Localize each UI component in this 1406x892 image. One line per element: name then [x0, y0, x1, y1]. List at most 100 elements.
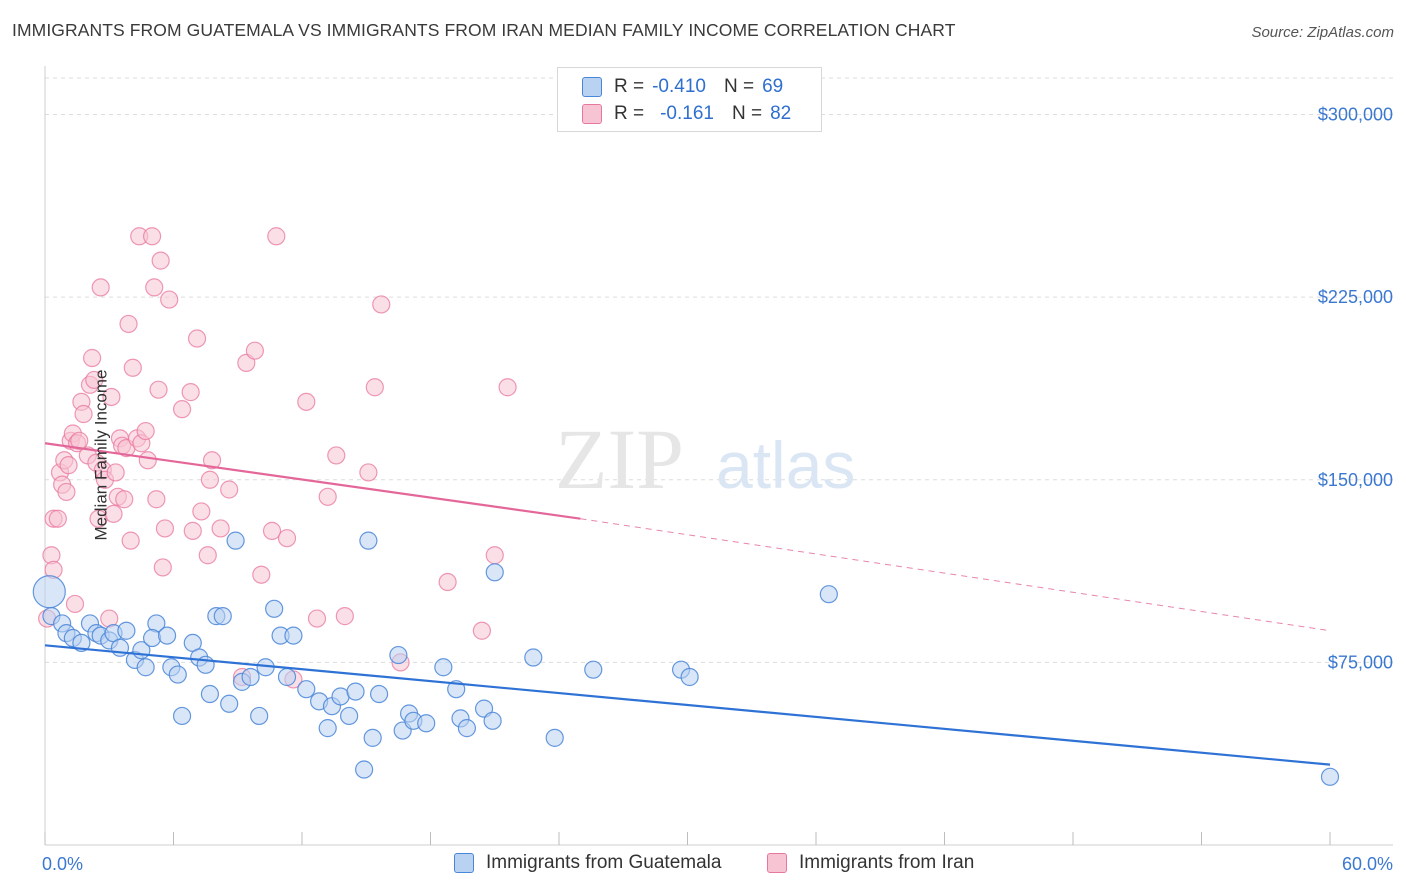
iran-point	[145, 278, 164, 297]
stats-legend: R = -0.410 N = 69 R = -0.161 N = 82	[557, 67, 822, 132]
legend-swatch-blue	[582, 77, 602, 97]
guatemala-point	[117, 621, 136, 640]
guatemala-point	[370, 684, 389, 704]
guatemala-point	[157, 626, 177, 645]
iran-point	[365, 378, 384, 397]
iran-point	[327, 446, 346, 465]
legend-r-value: -0.410	[652, 76, 706, 97]
guatemala-point	[340, 706, 359, 726]
iran-point	[498, 378, 517, 397]
iran-point	[115, 490, 134, 509]
guatemala-point	[32, 575, 66, 609]
legend-r-label: R =	[614, 76, 645, 97]
y-tick-label: $150,000	[1318, 470, 1393, 490]
legend-n-value: 69	[762, 76, 784, 97]
iran-point	[149, 380, 168, 399]
guatemala-point	[346, 682, 365, 701]
guatemala-point	[168, 665, 187, 684]
watermark: ZIP atlas	[555, 411, 855, 507]
iran-point	[181, 383, 200, 402]
guatemala-point	[363, 728, 382, 747]
legend-item-iran[interactable]: Immigrants from Iran	[767, 852, 974, 874]
iran-trend-line	[44, 442, 581, 520]
iran-point	[359, 463, 378, 482]
iran-point	[485, 546, 504, 565]
iran-point	[200, 470, 220, 489]
iran-point	[121, 531, 140, 550]
iran-point	[220, 480, 239, 499]
iran-point	[70, 431, 89, 450]
iran-point	[104, 504, 123, 523]
y-axis-title: Median Family Income	[91, 369, 111, 541]
guatemala-point	[457, 719, 477, 738]
guatemala-point	[226, 531, 245, 550]
legend-label-iran: Immigrants from Iran	[799, 852, 975, 873]
guatemala-point	[265, 599, 284, 618]
iran-point	[252, 565, 271, 584]
iran-point	[65, 594, 85, 614]
iran-point	[48, 509, 67, 528]
iran-point	[202, 451, 222, 470]
legend-r-value: -0.161	[660, 103, 714, 124]
iran-point	[335, 607, 354, 626]
legend-item-guatemala[interactable]: Immigrants from Guatemala	[454, 852, 721, 874]
y-tick-label: $225,000	[1318, 287, 1393, 307]
iran-point	[153, 558, 172, 577]
iran-point	[57, 482, 76, 502]
guatemala-point	[359, 531, 378, 550]
iran-point	[83, 348, 102, 368]
legend-label-guatemala: Immigrants from Guatemala	[486, 852, 722, 873]
guatemala-point	[389, 645, 408, 665]
iran-point	[192, 502, 211, 521]
iran-point	[318, 487, 337, 506]
legend-r-label: R =	[614, 103, 645, 124]
iran-point	[307, 609, 327, 628]
guatemala-point	[1320, 767, 1340, 786]
axes	[44, 66, 1393, 846]
guatemala-point	[250, 706, 269, 726]
iran-point	[172, 400, 192, 419]
guatemala-point	[417, 714, 436, 733]
legend-swatch-blue	[454, 853, 474, 873]
chart-title: IMMIGRANTS FROM GUATEMALA VS IMMIGRANTS …	[12, 20, 956, 40]
y-tick-label: $75,000	[1328, 652, 1393, 672]
iran-point	[245, 341, 264, 360]
guatemala-point	[331, 687, 350, 706]
guatemala-point	[819, 585, 838, 604]
guatemala-point	[213, 607, 232, 626]
iran-point	[262, 521, 282, 540]
iran-point	[183, 521, 202, 540]
guatemala-point	[142, 628, 162, 648]
guatemala-trend-line	[44, 644, 1331, 766]
iran-point	[472, 621, 491, 640]
iran-point	[136, 421, 155, 441]
iran-point	[187, 329, 207, 348]
guatemala-point	[524, 648, 543, 667]
legend-swatch-pink	[582, 104, 602, 124]
iran-point	[151, 251, 170, 270]
guatemala-point	[485, 563, 504, 582]
x-tick-label: 0.0%	[42, 854, 83, 874]
iran-point	[91, 278, 110, 297]
trend-lines	[44, 442, 1331, 766]
guatemala-point	[584, 660, 603, 679]
guatemala-point	[297, 680, 316, 699]
guatemala-point	[680, 667, 699, 687]
legend-n-label: N =	[731, 103, 763, 124]
x-tick-label: 60.0%	[1342, 854, 1393, 874]
guatemala-point	[200, 684, 220, 704]
guatemala-point	[355, 760, 374, 779]
iran-point	[138, 451, 157, 470]
iran-point	[106, 463, 125, 482]
iran-point	[267, 227, 286, 246]
guatemala-point	[241, 667, 260, 687]
iran-point	[85, 370, 104, 390]
tick-labels: $75,000 $150,000 $225,000 $300,000 0.0% 60.0%	[42, 105, 1393, 874]
iran-point	[438, 572, 457, 592]
guatemala-point	[545, 728, 564, 747]
guatemala-point	[172, 706, 192, 726]
guatemala-point	[136, 658, 155, 677]
iran-point	[372, 295, 391, 314]
watermark-zip: ZIP	[555, 411, 684, 507]
